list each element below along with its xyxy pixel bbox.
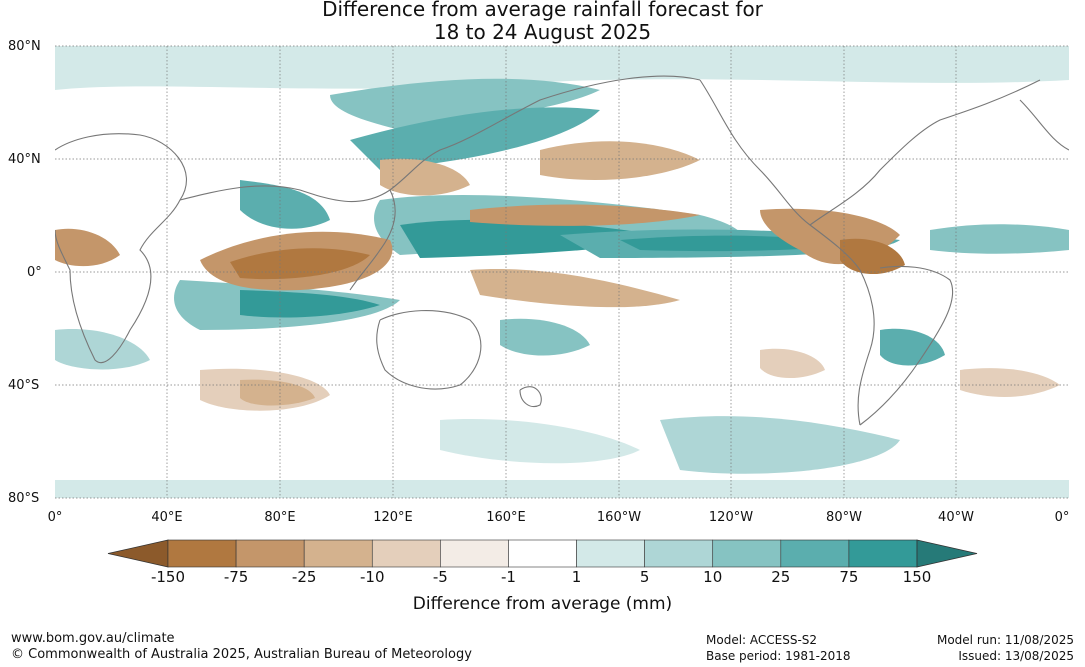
lon-label-40w: 40°W [938, 510, 974, 525]
lon-label-160e: 160°E [486, 510, 526, 525]
colorbar-segment [235, 539, 305, 568]
colorbar-tick-label: -150 [150, 568, 186, 586]
colorbar-extend-low [107, 539, 169, 568]
colorbar-tick-label: -1 [500, 568, 516, 586]
colorbar-segment [848, 539, 918, 568]
colorbar-segment [712, 539, 782, 568]
colorbar-segment [780, 539, 850, 568]
colorbar-tick-label: -75 [223, 568, 249, 586]
colorbar-extend-high [916, 539, 978, 568]
colorbar-tick-label: 25 [771, 568, 791, 586]
colorbar-tick-label: -25 [291, 568, 317, 586]
lat-label-40n: 40°N [8, 152, 41, 167]
lon-label-80w: 80°W [826, 510, 862, 525]
colorbar-segment [167, 539, 237, 568]
colorbar-segment [440, 539, 509, 568]
lat-label-0: 0° [27, 265, 42, 280]
footer-base-period: Base period: 1981-2018 [706, 649, 851, 663]
lon-label-160w: 160°W [596, 510, 642, 525]
footer-model: Model: ACCESS-S2 [706, 633, 818, 647]
colorbar-tick-label: -10 [360, 568, 385, 586]
lat-label-80s: 80°S [8, 491, 40, 506]
colorbar-tick-label: -5 [432, 568, 448, 586]
map-title-line-2: 18 to 24 August 2025 [433, 20, 652, 44]
colorbar-tick-label: 150 [902, 568, 932, 586]
colorbar-segment [303, 539, 373, 568]
colorbar-segment [576, 539, 645, 568]
colorbar-segment [508, 539, 577, 568]
lon-label-120w: 120°W [708, 510, 754, 525]
colorbar-segment [644, 539, 714, 568]
lon-label-80e: 80°E [264, 510, 296, 525]
colorbar-title: Difference from average (mm) [412, 594, 673, 614]
colorbar-tick-label: 10 [703, 568, 723, 586]
colorbar-segment [371, 539, 441, 568]
footer-copyright: © Commonwealth of Australia 2025, Austra… [11, 647, 472, 662]
colorbar-tick-label: 1 [571, 568, 582, 586]
lon-label-0-west: 0° [47, 510, 63, 525]
lon-label-40e: 40°E [151, 510, 183, 525]
map-title-line-1: Difference from average rainfall forecas… [322, 0, 763, 21]
colorbar-tick-label: 5 [639, 568, 650, 586]
lat-label-80n: 80°N [8, 39, 41, 54]
anomaly-field [55, 46, 1069, 498]
footer-issued: Issued: 13/08/2025 [958, 649, 1074, 663]
lon-label-0-east: 0° [1054, 510, 1070, 525]
gridlines [55, 45, 1069, 499]
colorbar-tick-label: 75 [839, 568, 859, 586]
lon-label-120e: 120°E [373, 510, 413, 525]
footer-model-run: Model run: 11/08/2025 [936, 633, 1074, 647]
lat-label-40s: 40°S [8, 378, 40, 393]
footer-website: www.bom.gov.au/climate [11, 631, 175, 646]
coastlines [55, 75, 1069, 426]
